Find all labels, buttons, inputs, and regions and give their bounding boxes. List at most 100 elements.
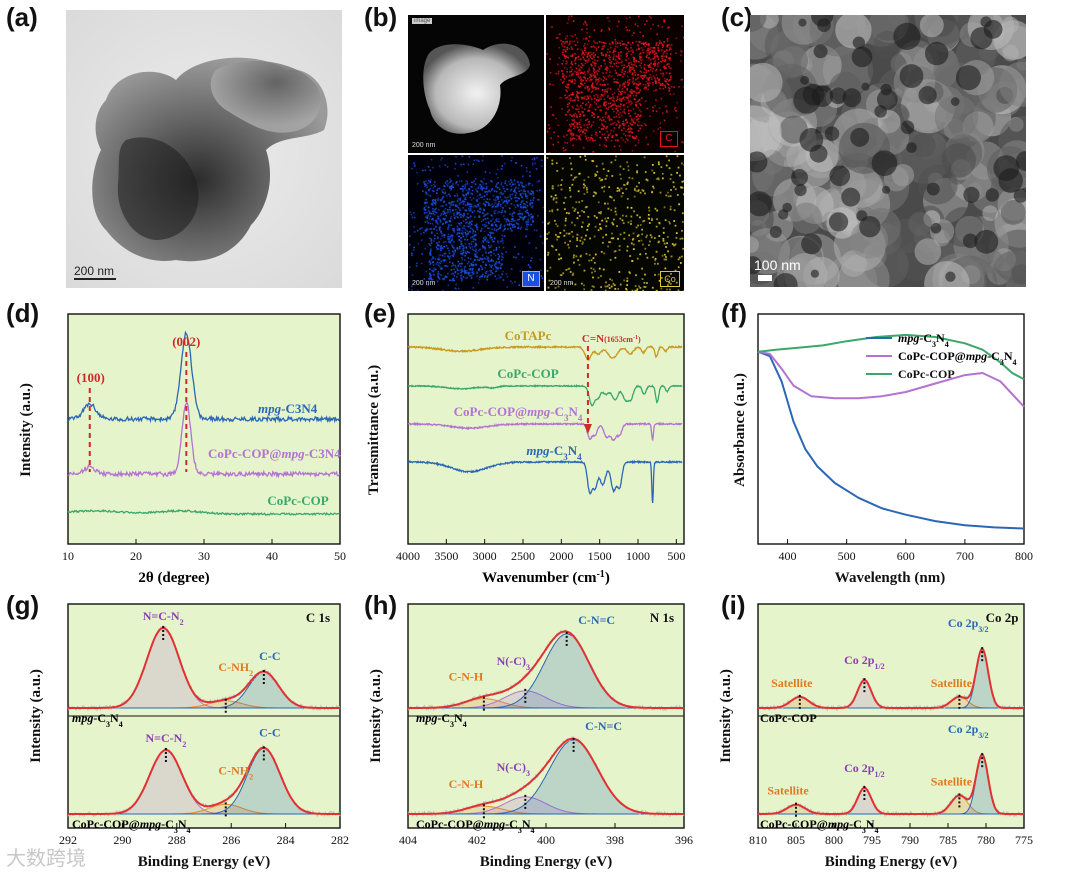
- eds-dot: [670, 48, 672, 50]
- eds-dot: [597, 106, 600, 109]
- x-axis-label: Binding Energy (eV): [138, 854, 271, 870]
- eds-dot: [589, 51, 592, 54]
- eds-dot: [415, 265, 418, 267]
- eds-dot: [471, 245, 473, 248]
- eds-dot: [532, 197, 535, 199]
- eds-dot: [583, 193, 586, 195]
- panel-label-a: (a): [6, 2, 38, 32]
- eds-dot: [445, 276, 447, 278]
- eds-dot: [630, 61, 632, 64]
- eds-dot: [427, 284, 429, 286]
- eds-dot: [640, 56, 643, 59]
- eds-dot: [635, 60, 638, 63]
- eds-dot: [638, 240, 640, 242]
- eds-dot: [470, 207, 472, 209]
- eds-dot: [510, 181, 513, 183]
- eds-dot: [622, 139, 624, 141]
- eds-dot: [621, 214, 624, 217]
- eds-dot: [581, 210, 583, 212]
- eds-dot: [566, 105, 569, 108]
- eds-dot: [631, 73, 634, 76]
- eds-dot: [592, 40, 595, 43]
- eds-dot: [500, 240, 503, 243]
- eds-dot: [674, 188, 677, 191]
- eds-dot: [651, 286, 654, 289]
- eds-dot: [601, 28, 603, 31]
- eds-dot: [469, 231, 471, 233]
- eds-dot: [504, 197, 507, 199]
- eds-dot: [467, 232, 470, 234]
- eds-dot: [454, 251, 457, 253]
- eds-dot: [510, 220, 513, 223]
- eds-dot: [664, 256, 667, 258]
- eds-dot: [461, 244, 463, 247]
- eds-dot: [659, 69, 662, 71]
- eds-dot: [660, 61, 663, 63]
- eds-dot: [629, 103, 632, 106]
- eds-dot: [471, 181, 473, 184]
- eds-dot: [488, 198, 491, 201]
- eds-dot: [570, 34, 572, 37]
- eds-dot: [649, 27, 652, 30]
- eds-dot: [425, 270, 428, 273]
- eds-dot: [429, 222, 432, 225]
- eds-dot: [446, 211, 448, 214]
- eds-dot: [619, 42, 621, 44]
- sem-pore: [841, 187, 861, 207]
- eds-dot: [658, 240, 660, 243]
- eds-dot: [589, 104, 592, 106]
- eds-dot: [637, 87, 640, 90]
- eds-dot: [458, 180, 461, 183]
- eds-dot: [601, 162, 604, 165]
- eds-dot: [434, 199, 436, 202]
- eds-dot: [651, 169, 654, 172]
- eds-dot: [617, 57, 620, 59]
- eds-dot: [652, 67, 654, 70]
- eds-dot: [587, 71, 589, 74]
- eds-dot: [427, 193, 429, 196]
- eds-dot: [555, 197, 558, 200]
- eds-dot: [608, 43, 611, 45]
- eds-dot: [449, 186, 451, 188]
- eds-dot: [615, 108, 618, 110]
- eds-dot: [652, 81, 654, 84]
- eds-dot: [637, 114, 639, 116]
- eds-dot: [632, 232, 635, 235]
- eds-dot: [496, 229, 498, 231]
- eds-dot: [643, 219, 646, 222]
- eds-dot: [616, 56, 618, 58]
- eds-dot: [517, 187, 520, 190]
- eds-dot: [483, 239, 486, 241]
- eds-dot: [618, 145, 621, 147]
- eds-dot: [613, 54, 615, 56]
- x-axis-label: Wavenumber (cm-1): [482, 569, 610, 587]
- eds-dot: [664, 20, 666, 22]
- eds-dot: [583, 97, 586, 100]
- eds-dot: [571, 105, 573, 108]
- eds-dot: [429, 169, 431, 172]
- eds-dot: [530, 223, 532, 226]
- eds-dot: [573, 119, 575, 121]
- eds-dot: [607, 57, 610, 60]
- eds-dot: [617, 288, 620, 290]
- sem-grain: [1002, 16, 1019, 34]
- eds-dot: [546, 233, 549, 235]
- eds-dot: [556, 225, 559, 228]
- eds-dot: [495, 220, 498, 222]
- eds-dot: [487, 212, 489, 215]
- eds-dot: [532, 219, 534, 222]
- eds-dot: [608, 287, 611, 289]
- eds-dot: [452, 255, 455, 258]
- eds-dot: [655, 88, 658, 91]
- eds-dot: [626, 280, 629, 282]
- eds-dot: [630, 223, 632, 225]
- eds-dot: [432, 274, 435, 276]
- eds-dot: [626, 87, 629, 90]
- eds-dot: [484, 171, 487, 173]
- eds-dot: [495, 277, 498, 280]
- eds-dot: [432, 186, 435, 189]
- eds-dot: [574, 176, 576, 179]
- eds-dot: [661, 26, 664, 28]
- eds-dot: [499, 224, 502, 227]
- eds-dot: [438, 165, 441, 167]
